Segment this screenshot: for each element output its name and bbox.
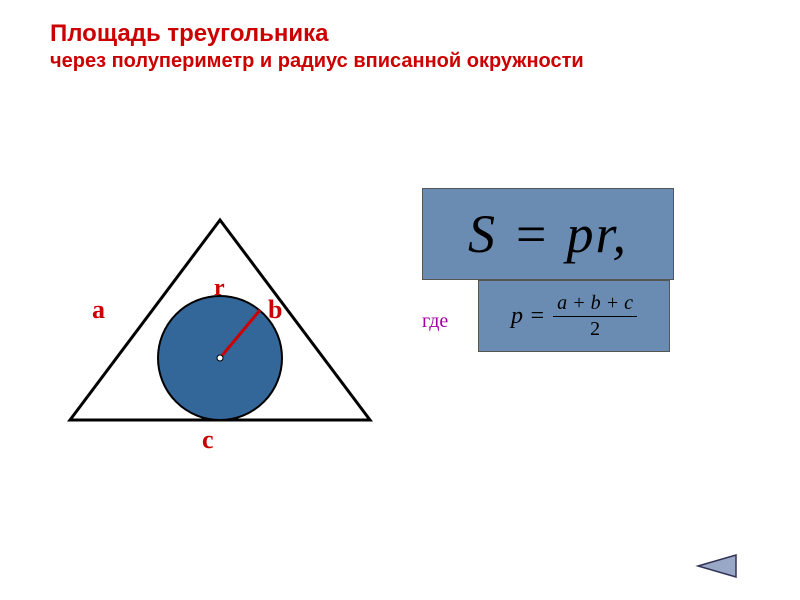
formula-p-denominator: 2 xyxy=(590,317,600,340)
title-block: Площадь треугольника через полупериметр … xyxy=(50,20,750,73)
radius-label-r: r xyxy=(214,275,225,302)
side-label-b: b xyxy=(268,295,282,325)
nav-back-button[interactable] xyxy=(694,552,740,580)
formula-area-main: S = pr, xyxy=(422,188,674,280)
formula-p-frac: a + b + c 2 xyxy=(553,293,637,340)
formula-p-lhs: p = xyxy=(511,303,545,330)
where-label: где xyxy=(422,310,448,333)
side-label-a: a xyxy=(92,295,105,325)
triangle-left-icon xyxy=(694,552,740,580)
triangle-incircle-diagram xyxy=(60,210,380,470)
diagram-svg xyxy=(60,210,380,470)
formula-p-inner: p = a + b + c 2 xyxy=(511,293,637,340)
formula-area-text: S = pr, xyxy=(468,203,628,265)
formula-p-numerator: a + b + c xyxy=(553,293,637,317)
side-label-c: c xyxy=(202,425,214,455)
title-main: Площадь треугольника xyxy=(50,20,750,49)
title-sub: через полупериметр и радиус вписанной ок… xyxy=(50,49,750,73)
center-dot xyxy=(217,355,223,361)
formula-semiperimeter: p = a + b + c 2 xyxy=(478,280,670,352)
